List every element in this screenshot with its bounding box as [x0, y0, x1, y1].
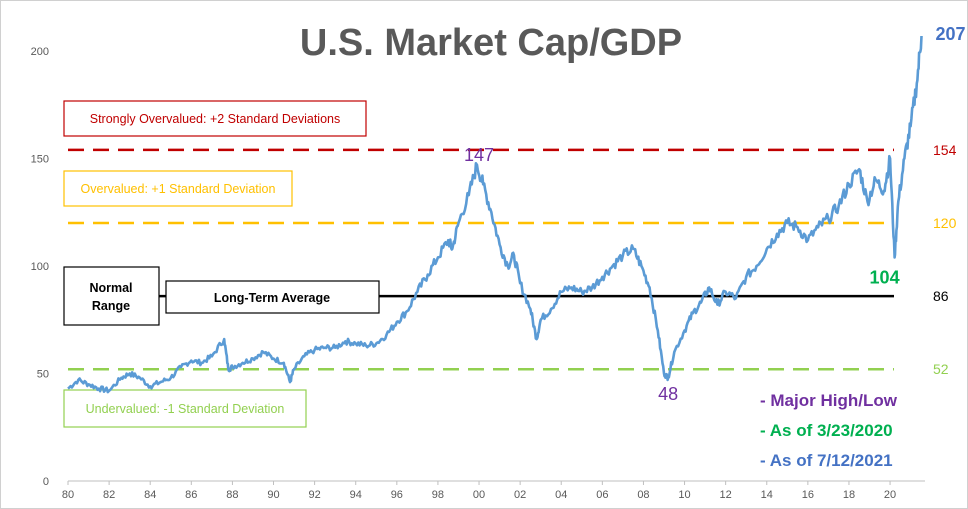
y-tick-label: 0 — [43, 476, 49, 488]
chart-title: U.S. Market Cap/GDP — [300, 22, 682, 64]
x-tick-label: 96 — [391, 489, 403, 501]
axis-group: 80 82 84 86 88 90 92 94 96 98 00 02 04 06 08 10 12 14 16 18… — [31, 46, 925, 501]
annotation-label: 104 — [870, 267, 900, 287]
y-tick-label: 200 — [31, 46, 49, 58]
x-tick-label: 14 — [761, 489, 773, 501]
x-tick-label: 16 — [802, 489, 814, 501]
legend: - Major High/Low - As of 3/23/2020 - As of… — [760, 391, 898, 470]
x-tick-label: 82 — [103, 489, 115, 501]
zone-label-box — [63, 100, 367, 137]
legend-item: - As of 3/23/2020 — [760, 421, 893, 440]
x-tick-label: 80 — [62, 489, 74, 501]
series-group — [67, 35, 923, 394]
x-tick-label: 86 — [185, 489, 197, 501]
x-tick-label: 02 — [514, 489, 526, 501]
reference-value-label: 52 — [933, 361, 949, 377]
zone-label: Undervalued: -1 Standard Deviation — [86, 402, 285, 416]
x-tick-label: 08 — [637, 489, 649, 501]
x-tick-label: 06 — [596, 489, 608, 501]
x-tick-label: 92 — [308, 489, 320, 501]
annotation-label: 207 — [936, 24, 966, 44]
zone-label: Overvalued: +1 Standard Deviation — [81, 182, 276, 196]
zone-label-box — [63, 170, 293, 207]
zone-label: Strongly Overvalued: +2 Standard Deviati… — [90, 112, 341, 126]
legend-item: - Major High/Low — [760, 391, 898, 410]
x-tick-label: 18 — [843, 489, 855, 501]
x-tick-label: 90 — [267, 489, 279, 501]
x-tick-label: 04 — [555, 489, 567, 501]
reference-value-label: 154 — [933, 142, 957, 158]
zone-label-boxes: Strongly Overvalued: +2 Standard Deviati… — [63, 100, 380, 428]
annotations: 147 48 104 207 — [464, 24, 966, 404]
x-tick-label: 94 — [350, 489, 362, 501]
x-tick-label: 10 — [678, 489, 690, 501]
x-tick-label: 98 — [432, 489, 444, 501]
y-tick-label: 50 — [37, 369, 49, 381]
x-tick-label: 88 — [226, 489, 238, 501]
zone-label-box — [165, 280, 380, 314]
reference-value-label: 86 — [933, 288, 949, 304]
zone-label-box — [63, 266, 160, 326]
annotation-label: 147 — [464, 145, 494, 165]
series-line — [67, 35, 923, 394]
x-tick-label: 12 — [720, 489, 732, 501]
x-tick-label: 20 — [884, 489, 896, 501]
reference-value-label: 120 — [933, 215, 957, 231]
legend-item: - As of 7/12/2021 — [760, 451, 893, 470]
zone-label-box — [63, 389, 307, 428]
reference-lines: 154 120 86 52 — [68, 142, 957, 377]
y-tick-label: 150 — [31, 154, 49, 166]
x-tick-label: 00 — [473, 489, 485, 501]
annotation-label: 48 — [658, 384, 678, 404]
zone-label: Normal Range — [89, 281, 132, 313]
y-tick-label: 100 — [31, 261, 49, 273]
x-tick-label: 84 — [144, 489, 156, 501]
zone-label: Long-Term Average — [214, 291, 330, 305]
